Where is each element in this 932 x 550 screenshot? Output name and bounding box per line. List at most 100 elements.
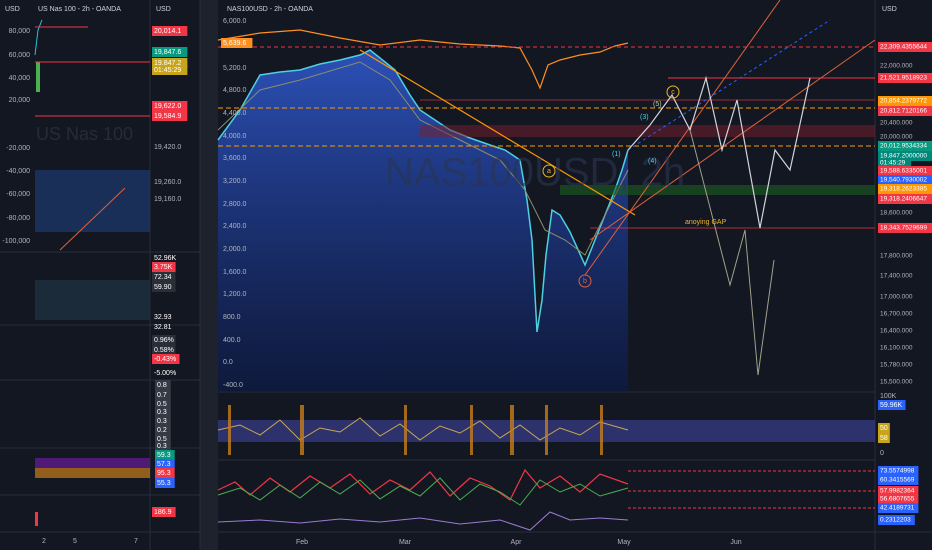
price-label: 19,318.2406647 — [880, 196, 927, 203]
price-label: 15,500.000 — [880, 379, 913, 386]
left-price — [34, 19, 43, 56]
pane-label-bg — [152, 507, 176, 517]
price-label: 19,260.0 — [154, 179, 181, 186]
pane-label-bg — [152, 253, 180, 263]
pane-label: 72.34 — [154, 274, 172, 281]
pane-label: 59.96K — [880, 402, 903, 409]
right-axis-bg — [875, 0, 932, 550]
price-label: 19,622.0 — [154, 103, 181, 110]
pane-label-bg — [878, 494, 919, 504]
momentum-line — [217, 511, 629, 531]
channel-line — [589, 39, 876, 241]
pane-label: 56.6807655 — [880, 496, 915, 503]
left-axis-label: 2,800.0 — [223, 201, 246, 208]
price-label-bg — [878, 106, 932, 116]
osc-label: 0.3 — [157, 443, 167, 450]
axis-label: 80,000 — [9, 28, 31, 35]
price-label-bg — [878, 151, 932, 161]
price-label-bg — [878, 175, 932, 185]
oscillator — [217, 417, 629, 441]
pane-box — [35, 280, 150, 320]
pane-label: 59.90 — [154, 284, 172, 291]
price-label: 22,309.4355644 — [880, 44, 927, 51]
axis-label: 60,000 — [9, 52, 31, 59]
osc-label: 0.7 — [157, 392, 167, 399]
price-label: 16,100.000 — [880, 345, 913, 352]
pane-label-bg — [878, 400, 906, 410]
band-label: 59.3 — [157, 452, 171, 459]
band-label-bg — [155, 468, 175, 478]
price-label-bg — [878, 141, 932, 151]
left-axis-label: 3,200.0 — [223, 178, 246, 185]
pane-label: 58 — [880, 435, 888, 442]
osc-label-bg — [155, 434, 171, 444]
price-label-bg — [878, 184, 932, 194]
annotation: b — [583, 278, 587, 285]
pane-label-bg — [152, 335, 176, 345]
left-axis-label: 2,000.0 — [223, 246, 246, 253]
band-label: 95.3 — [157, 470, 171, 477]
price-label: 19,540.7930002 — [880, 177, 927, 184]
zone — [560, 185, 875, 195]
pane-label-bg — [152, 282, 176, 292]
comparison-line — [217, 29, 629, 90]
spike-bars — [228, 405, 603, 455]
price-label: 20,014.1 — [154, 28, 181, 35]
pane-label: 73.5574998 — [880, 468, 915, 475]
annotation: (4) — [648, 158, 657, 165]
price-label: 16,700.000 — [880, 311, 913, 318]
price-label-bg — [152, 65, 188, 75]
price-label: 21,521.9518923 — [880, 75, 927, 82]
currency: USD — [5, 6, 20, 13]
left-axis-label-bg — [221, 38, 253, 48]
price-label: 20,812.7120166 — [880, 108, 927, 115]
osc-label: 0.5 — [157, 436, 167, 443]
price-label: 17,800.000 — [880, 253, 913, 260]
osc-label-bg — [155, 407, 171, 417]
left-axis-label: 6,000.0 — [223, 18, 246, 25]
left-axis-label: 4,000.0 — [223, 133, 246, 140]
osc-label-bg — [155, 399, 171, 409]
price-label: 15,780.000 — [880, 362, 913, 369]
osc-label: 0.2 — [157, 427, 167, 434]
band-label: 57.3 — [157, 461, 171, 468]
price-label-bg — [878, 194, 932, 204]
left-axis-label: 3,600.0 — [223, 155, 246, 162]
trend-line — [359, 49, 636, 216]
moving-average — [217, 61, 629, 256]
osc-label-bg — [155, 425, 171, 435]
x-axis-label: 2 — [42, 538, 46, 545]
price-area — [218, 50, 628, 392]
pane-label: 32.93 — [154, 314, 172, 321]
annotation: c — [671, 89, 675, 96]
axis-label: -100,000 — [2, 238, 30, 245]
price-label: 20,000.000 — [880, 134, 913, 141]
zone — [420, 125, 875, 137]
toolbar[interactable] — [200, 0, 218, 550]
price-label: 18,600.000 — [880, 210, 913, 217]
pane-label-bg — [878, 486, 919, 496]
rsi-signal — [217, 477, 629, 506]
currency: USD — [882, 6, 897, 13]
band-label-bg — [155, 459, 175, 469]
osc-label: 0.5 — [157, 401, 167, 408]
projection-line — [627, 19, 831, 151]
left-axis-label: -400.0 — [223, 382, 243, 389]
left-axis-label: 1,200.0 — [223, 291, 246, 298]
wave-marker — [542, 164, 556, 178]
price-label: 01:45:29 — [154, 67, 181, 74]
annotation: a — [547, 168, 551, 175]
price-label: 19,847.2000000 — [880, 153, 927, 160]
left-axis-label: 4,400.0 — [223, 110, 246, 117]
x-axis-label: May — [617, 539, 631, 546]
price-label-bg — [878, 96, 932, 106]
osc-label-bg — [155, 380, 171, 390]
left-axis-label: 0.0 — [223, 359, 233, 366]
left-axis-label: 5,200.0 — [223, 65, 246, 72]
wave-marker — [666, 85, 680, 99]
pane-label: 50 — [880, 425, 888, 432]
pane-label: -0.43% — [154, 356, 176, 363]
x-axis-label: Mar — [399, 539, 412, 546]
left-axis-label: 5,639.6 — [223, 40, 246, 47]
